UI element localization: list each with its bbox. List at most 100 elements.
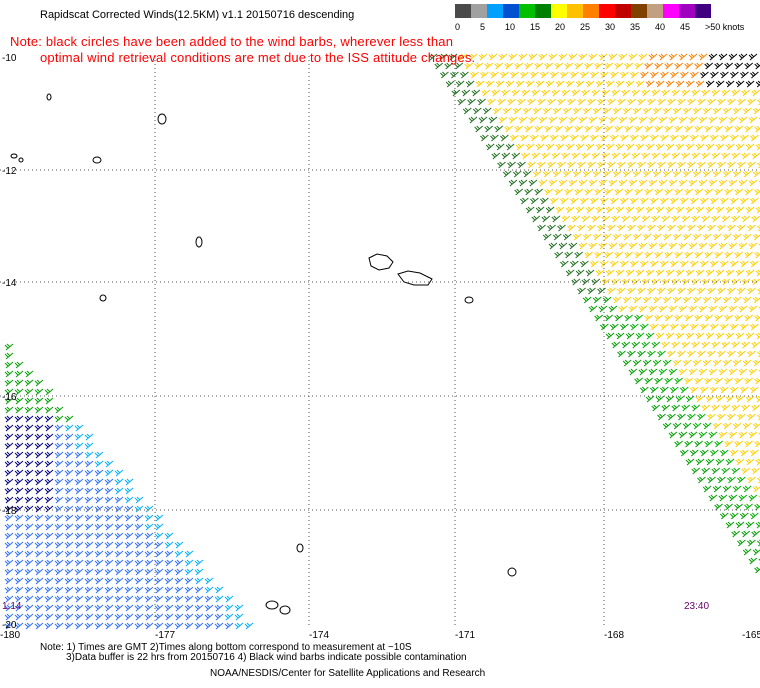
wind-barb xyxy=(712,107,722,115)
wind-barb xyxy=(154,550,164,558)
wind-barb xyxy=(174,577,184,585)
wind-barb xyxy=(630,197,639,205)
wind-barb xyxy=(721,341,731,349)
wind-barb xyxy=(134,613,144,621)
wind-barb xyxy=(84,514,94,522)
wind-barb xyxy=(44,622,54,630)
wind-barb xyxy=(722,485,732,493)
wind-barb xyxy=(64,523,74,531)
wind-barb xyxy=(174,586,184,594)
wind-barb xyxy=(669,323,679,331)
wind-barb xyxy=(34,532,44,540)
wind-barb xyxy=(714,440,723,448)
wind-barb xyxy=(641,215,651,223)
wind-barb xyxy=(134,496,144,504)
wind-barb xyxy=(505,143,515,151)
wind-barb xyxy=(440,71,449,79)
wind-barb xyxy=(618,116,628,124)
wind-barb xyxy=(104,568,114,576)
wind-barb xyxy=(684,314,693,322)
wind-barb xyxy=(74,541,84,549)
scale-label: 25 xyxy=(580,22,591,32)
wind-barb xyxy=(655,206,665,214)
wind-barb xyxy=(94,478,104,486)
wind-barb xyxy=(695,206,705,214)
wind-barb xyxy=(745,80,755,88)
wind-barb xyxy=(490,134,499,142)
wind-barb xyxy=(54,478,64,486)
wind-barb xyxy=(708,53,718,61)
wind-barb xyxy=(571,215,581,223)
wind-barb xyxy=(64,451,74,459)
wind-barb xyxy=(721,152,731,160)
wind-barb xyxy=(755,395,760,403)
wind-barb xyxy=(689,323,699,331)
wind-barb xyxy=(734,125,744,133)
wind-barb xyxy=(184,622,194,630)
wind-barb xyxy=(507,161,516,169)
wind-barb xyxy=(652,359,662,367)
wind-barb xyxy=(698,53,708,61)
wind-barb xyxy=(638,53,648,61)
wind-barb xyxy=(14,586,24,594)
wind-barb xyxy=(114,496,124,504)
wind-barb xyxy=(74,505,84,513)
wind-barb xyxy=(647,287,656,295)
wind-barb xyxy=(94,523,104,531)
wind-barb xyxy=(538,179,548,187)
wind-barb xyxy=(679,386,689,394)
wind-barb xyxy=(731,467,741,475)
wind-barb xyxy=(551,215,561,223)
wind-barb xyxy=(685,206,695,214)
wind-barb xyxy=(685,269,695,277)
wind-barb xyxy=(638,179,648,187)
wind-barb xyxy=(738,242,748,250)
wind-barb xyxy=(4,487,14,495)
grid xyxy=(0,56,760,627)
wind-barb xyxy=(590,71,599,79)
wind-barb xyxy=(709,449,719,457)
wind-barb xyxy=(605,332,615,340)
wind-barb xyxy=(44,550,54,558)
wind-barb xyxy=(747,287,756,295)
contamination-note-line2: optimal wind retrieval conditions are me… xyxy=(40,50,476,65)
wind-barb xyxy=(745,143,755,151)
wind-barb xyxy=(572,107,582,115)
wind-barb xyxy=(14,514,24,522)
wind-barb xyxy=(694,314,703,322)
wind-barb xyxy=(748,53,758,61)
wind-barb xyxy=(94,586,104,594)
wind-barb xyxy=(662,170,672,178)
wind-barb xyxy=(570,134,579,142)
wind-barb xyxy=(687,350,696,358)
wind-barb xyxy=(54,604,64,612)
wind-barb xyxy=(737,350,746,358)
wind-barb xyxy=(527,98,536,106)
wind-barb xyxy=(44,595,54,603)
wind-barb xyxy=(24,469,34,477)
wind-barb xyxy=(608,116,618,124)
wind-barb xyxy=(565,269,575,277)
wind-barb xyxy=(752,170,760,178)
wind-barb xyxy=(501,152,511,160)
wind-barb xyxy=(704,188,713,196)
wind-barb xyxy=(184,550,194,558)
wind-barb xyxy=(611,152,621,160)
wind-barb xyxy=(34,469,44,477)
wind-barb xyxy=(645,269,655,277)
wind-barb xyxy=(495,80,505,88)
wind-barb xyxy=(701,152,711,160)
wind-barb xyxy=(104,514,114,522)
wind-barb xyxy=(691,215,701,223)
wind-barb xyxy=(514,125,524,133)
wind-barb xyxy=(555,80,565,88)
wind-barb xyxy=(637,98,646,106)
wind-barb xyxy=(739,323,749,331)
color-swatch xyxy=(679,4,695,18)
wind-barb xyxy=(749,512,759,520)
wind-barb xyxy=(698,242,708,250)
wind-barb xyxy=(754,377,760,385)
wind-barb xyxy=(194,595,204,603)
wind-barb xyxy=(717,98,726,106)
color-swatch xyxy=(503,4,519,18)
